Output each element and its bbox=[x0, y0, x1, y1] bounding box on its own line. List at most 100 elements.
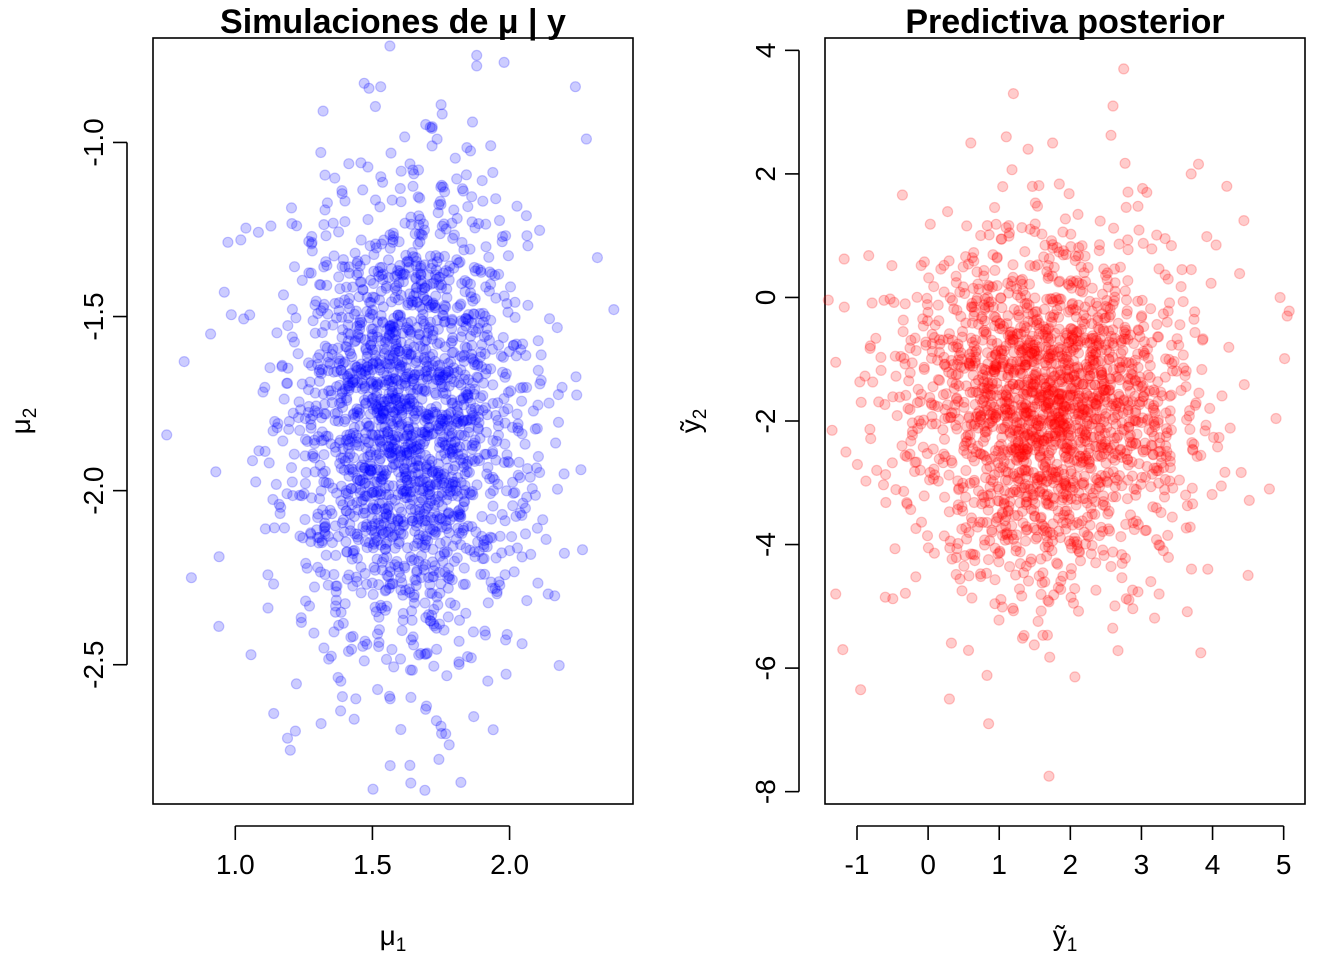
scatter-point bbox=[480, 448, 492, 460]
scatter-point bbox=[923, 272, 935, 284]
scatter-point bbox=[365, 460, 377, 472]
scatter-point bbox=[396, 418, 408, 430]
x-tick-label: 2.0 bbox=[490, 849, 529, 880]
scatter-point bbox=[499, 417, 511, 429]
scatter-point bbox=[359, 507, 371, 519]
scatter-point bbox=[1059, 442, 1071, 454]
scatter-point bbox=[1003, 220, 1015, 232]
scatter-point bbox=[996, 370, 1008, 382]
scatter-point bbox=[460, 169, 472, 181]
scatter-point bbox=[1224, 422, 1236, 434]
scatter-point bbox=[950, 419, 962, 431]
scatter-point bbox=[432, 207, 444, 219]
scatter-point bbox=[462, 414, 474, 426]
scatter-point bbox=[443, 431, 455, 443]
scatter-point bbox=[413, 369, 425, 381]
scatter-point bbox=[475, 264, 487, 276]
scatter-point bbox=[411, 296, 423, 308]
scatter-point bbox=[1202, 563, 1214, 575]
scatter-point bbox=[873, 396, 885, 408]
scatter-point bbox=[425, 615, 437, 627]
scatter-point bbox=[365, 465, 377, 477]
scatter-point bbox=[978, 539, 991, 551]
scatter-point bbox=[1007, 605, 1020, 617]
scatter-point bbox=[427, 258, 439, 270]
scatter-point bbox=[432, 374, 444, 386]
scatter-point bbox=[1185, 563, 1198, 575]
scatter-point bbox=[339, 598, 351, 610]
scatter-point bbox=[442, 571, 454, 584]
scatter-point bbox=[390, 325, 402, 338]
scatter-point bbox=[399, 377, 412, 389]
scatter-point bbox=[1184, 521, 1196, 533]
scatter-point bbox=[420, 371, 432, 383]
scatter-point bbox=[335, 705, 347, 717]
mu-simulations-panel: Simulaciones de μ | y 1.0 1.5 2.0 -1.0-1.5… bbox=[5, 3, 634, 956]
scatter-point bbox=[455, 538, 467, 551]
scatter-point bbox=[967, 548, 979, 560]
scatter-point bbox=[364, 463, 376, 476]
scatter-point bbox=[521, 491, 533, 503]
scatter-point bbox=[366, 486, 378, 498]
scatter-point bbox=[370, 398, 382, 410]
scatter-point bbox=[1089, 357, 1102, 369]
scatter-point bbox=[437, 369, 450, 382]
scatter-point bbox=[398, 433, 410, 445]
scatter-point bbox=[450, 413, 462, 425]
scatter-point bbox=[944, 292, 956, 304]
scatter-point bbox=[317, 504, 329, 516]
scatter-point bbox=[1022, 143, 1034, 155]
scatter-point bbox=[462, 392, 474, 404]
scatter-point bbox=[389, 270, 401, 283]
scatter-point bbox=[1086, 282, 1098, 294]
scatter-point bbox=[457, 448, 469, 460]
scatter-point bbox=[344, 328, 356, 341]
scatter-point bbox=[385, 296, 398, 308]
scatter-point bbox=[385, 434, 397, 446]
scatter-point bbox=[341, 546, 353, 558]
scatter-point bbox=[449, 476, 461, 488]
scatter-point bbox=[420, 700, 433, 712]
scatter-point bbox=[338, 416, 351, 428]
scatter-point bbox=[384, 759, 396, 772]
scatter-point bbox=[355, 484, 367, 496]
scatter-point bbox=[367, 542, 379, 554]
scatter-point bbox=[473, 404, 485, 416]
scatter-point bbox=[383, 349, 395, 361]
scatter-point bbox=[415, 571, 428, 584]
scatter-point bbox=[986, 524, 998, 536]
scatter-point bbox=[390, 393, 402, 405]
scatter-point bbox=[351, 575, 363, 588]
scatter-point bbox=[375, 473, 388, 485]
scatter-point bbox=[392, 294, 405, 306]
scatter-point bbox=[399, 268, 411, 281]
scatter-point bbox=[389, 282, 401, 294]
scatter-point bbox=[405, 456, 417, 468]
scatter-point bbox=[408, 369, 421, 381]
scatter-point bbox=[357, 284, 369, 296]
scatter-point bbox=[406, 375, 419, 387]
scatter-point bbox=[456, 527, 468, 540]
scatter-point bbox=[466, 191, 478, 203]
scatter-point bbox=[1233, 268, 1246, 280]
scatter-point bbox=[386, 461, 398, 473]
scatter-point bbox=[1073, 546, 1086, 558]
scatter-point bbox=[1189, 306, 1201, 318]
scatter-point bbox=[386, 402, 398, 414]
scatter-point bbox=[878, 294, 890, 306]
scatter-point bbox=[409, 481, 421, 494]
scatter-point bbox=[433, 513, 445, 526]
scatter-point bbox=[1116, 572, 1128, 584]
scatter-point bbox=[575, 464, 587, 476]
scatter-point bbox=[373, 294, 386, 306]
scatter-point bbox=[456, 236, 468, 249]
scatter-point bbox=[452, 505, 464, 518]
scatter-point bbox=[446, 471, 458, 483]
scatter-point bbox=[404, 438, 417, 450]
scatter-point bbox=[1105, 129, 1117, 141]
scatter-point bbox=[580, 133, 593, 145]
scatter-point bbox=[485, 140, 497, 152]
scatter-point bbox=[434, 436, 446, 448]
scatter-point bbox=[1107, 100, 1119, 112]
scatter-point bbox=[419, 449, 432, 461]
